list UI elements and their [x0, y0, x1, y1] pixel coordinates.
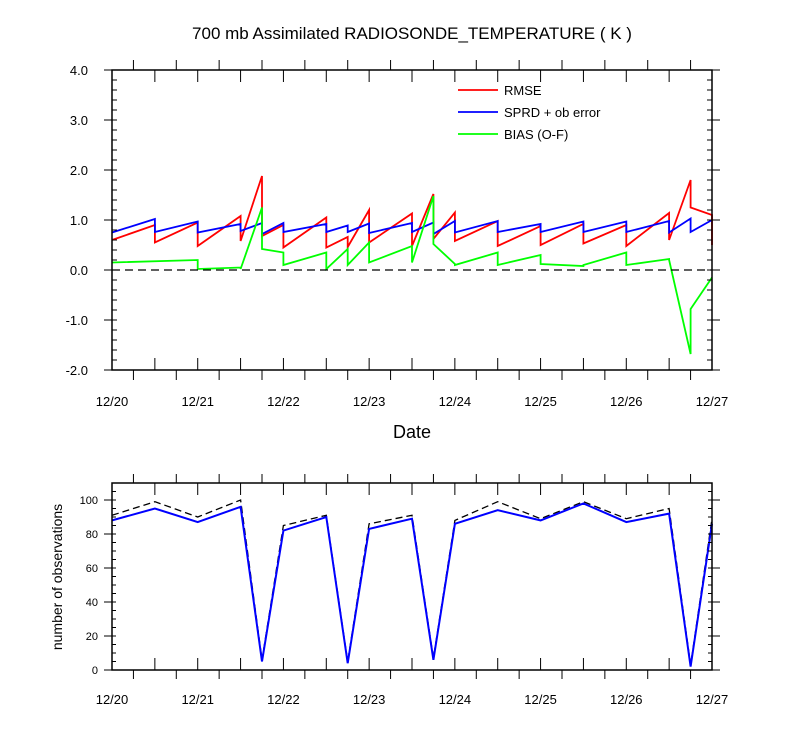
y-tick-label: 0: [92, 665, 98, 677]
x-tick-label: 12/23: [353, 692, 386, 707]
series-line-bias-o-f: [111, 195, 713, 355]
x-tick-label: 12/21: [181, 692, 214, 707]
top-x-tick-labels: 12/20 12/21 12/22 12/23 12/24 12/25 12/26 12/27: [96, 394, 729, 409]
chart-title: 700 mb Assimilated RADIOSONDE_TEMPERATUR…: [192, 24, 632, 43]
x-tick-label: 12/22: [267, 692, 300, 707]
top-y-tick-labels: -2.0 -1.0 0.0 1.0 2.0 3.0 4.0: [66, 63, 88, 378]
legend: RMSE SPRD + ob error BIAS (O-F): [458, 83, 601, 142]
top-series-group: [111, 175, 713, 355]
x-tick-label: 12/25: [524, 394, 557, 409]
y-tick-label: 100: [80, 495, 98, 507]
x-tick-label: 12/20: [96, 394, 129, 409]
x-axis-label: Date: [393, 422, 431, 442]
bottom-plot-frame: [111, 482, 713, 671]
y-tick-label: 0.0: [70, 263, 88, 278]
legend-label: RMSE: [504, 83, 542, 98]
y-tick-label: 60: [86, 563, 98, 575]
y-tick-label: 1.0: [70, 213, 88, 228]
series-line-sprd-ob-error: [111, 216, 713, 236]
obs-line-possible: [111, 499, 713, 665]
x-tick-label: 12/25: [524, 692, 557, 707]
x-tick-label: 12/22: [267, 394, 300, 409]
y-tick-label: 40: [86, 597, 98, 609]
y-tick-label: 20: [86, 631, 98, 643]
top-axis-ticks: [104, 60, 720, 380]
x-tick-label: 12/24: [439, 394, 472, 409]
bottom-axis-ticks: [104, 474, 720, 679]
x-tick-label: 12/27: [696, 692, 729, 707]
bottom-y-tick-labels: 0 20 40 60 80 100: [80, 495, 98, 677]
legend-label: BIAS (O-F): [504, 127, 568, 142]
bottom-series-group: [111, 499, 713, 667]
x-tick-label: 12/26: [610, 692, 643, 707]
y-tick-label: -1.0: [66, 313, 88, 328]
y-tick-label: 2.0: [70, 163, 88, 178]
y-tick-label: 4.0: [70, 63, 88, 78]
x-tick-label: 12/21: [181, 394, 214, 409]
obs-line-used: [111, 502, 713, 667]
top-chart: 700 mb Assimilated RADIOSONDE_TEMPERATUR…: [66, 24, 729, 442]
bottom-x-tick-labels: 12/20 12/21 12/22 12/23 12/24 12/25 12/26 12/27: [96, 692, 729, 707]
legend-label: SPRD + ob error: [504, 105, 601, 120]
x-tick-label: 12/24: [439, 692, 472, 707]
y-tick-label: 80: [86, 529, 98, 541]
x-tick-label: 12/26: [610, 394, 643, 409]
series-line-rmse: [111, 175, 713, 251]
x-tick-label: 12/27: [696, 394, 729, 409]
x-tick-label: 12/20: [96, 692, 129, 707]
y-axis-label: number of observations: [49, 504, 65, 650]
y-tick-label: -2.0: [66, 363, 88, 378]
y-tick-label: 3.0: [70, 113, 88, 128]
x-tick-label: 12/23: [353, 394, 386, 409]
bottom-chart: 12/20 12/21 12/22 12/23 12/24 12/25 12/26 12/27…: [49, 474, 728, 707]
